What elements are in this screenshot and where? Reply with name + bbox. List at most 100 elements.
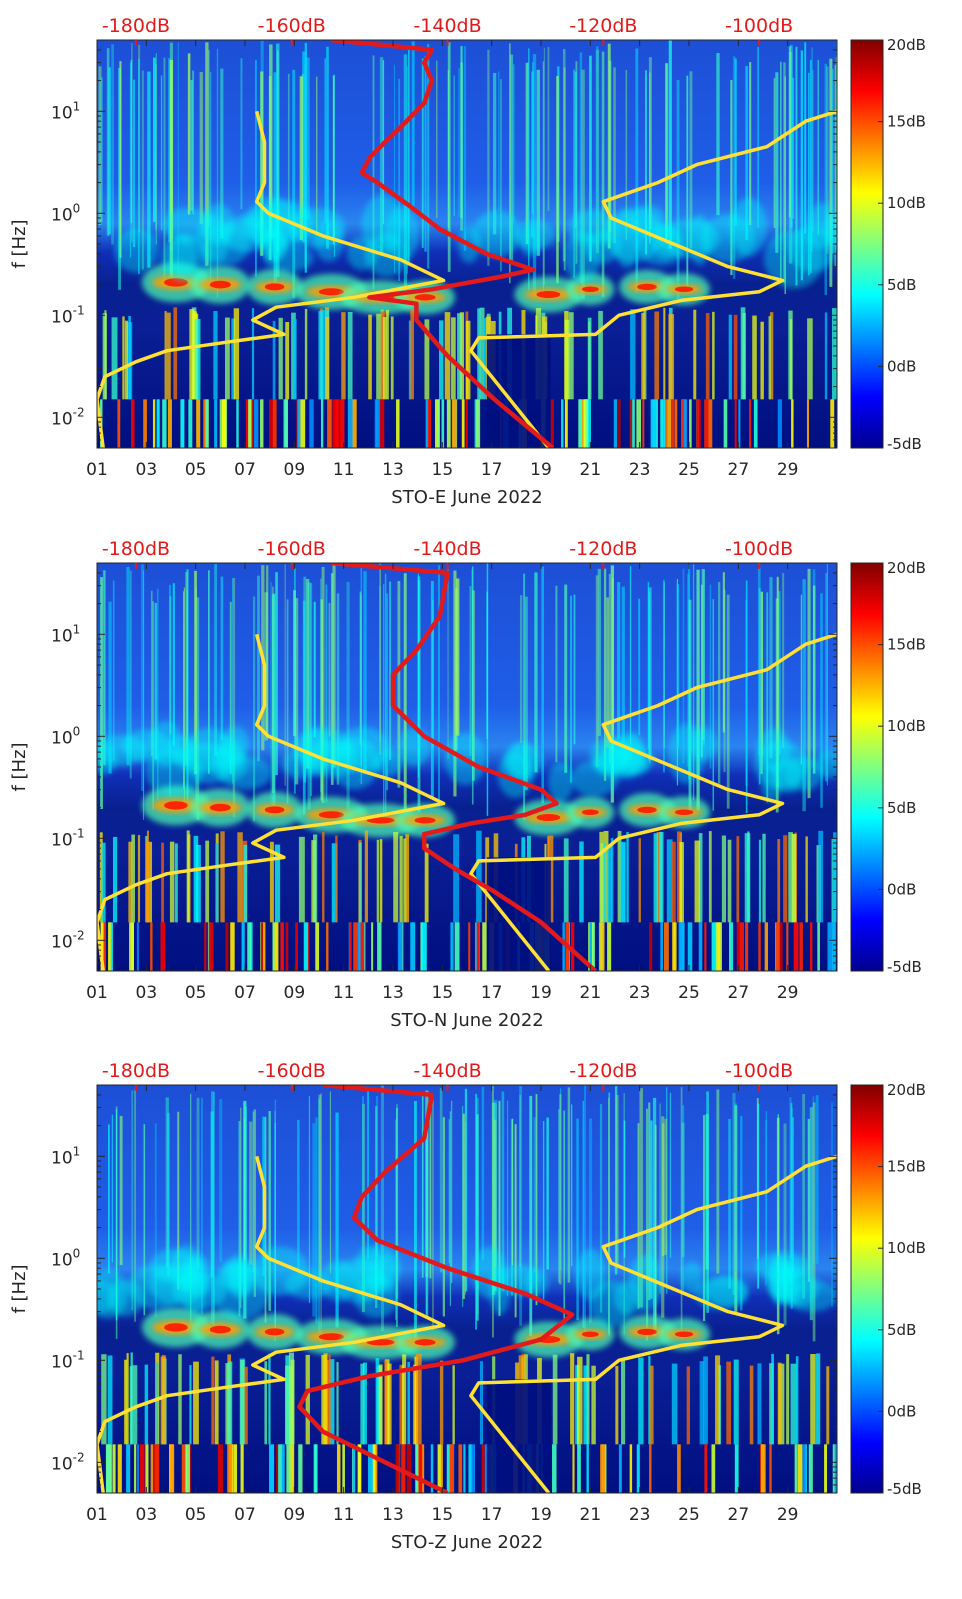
lowfreq-bar xyxy=(160,1356,167,1445)
lowfreq-bar xyxy=(762,833,766,923)
noise-streak xyxy=(625,69,628,240)
noise-streak xyxy=(728,1118,731,1289)
microseism-peak xyxy=(536,290,561,298)
noise-streak xyxy=(514,1124,517,1318)
y-tick-base: 10 xyxy=(51,1250,73,1270)
noise-streak xyxy=(712,599,715,811)
noise-streak xyxy=(169,596,172,735)
noise-streak xyxy=(564,584,568,773)
lowfreq-bar xyxy=(424,843,429,923)
y-axis-label: f [Hz] xyxy=(9,742,30,791)
x-tick-label: 23 xyxy=(629,983,651,1003)
noise-model-curve xyxy=(97,633,446,971)
noise-streak xyxy=(559,1088,562,1270)
verylowfreq-bar xyxy=(736,922,741,971)
lowfreq-bar xyxy=(638,838,641,923)
noise-streak xyxy=(595,575,599,768)
noise-patch xyxy=(681,1261,703,1295)
noise-streak xyxy=(790,1107,793,1309)
noise-streak xyxy=(588,1118,593,1323)
lowfreq-bar xyxy=(101,1354,107,1445)
verylowfreq-bar xyxy=(830,399,835,448)
noise-streak xyxy=(807,568,811,799)
verylowfreq-bar xyxy=(155,1444,160,1493)
verylowfreq-bar xyxy=(327,399,332,448)
noise-streak xyxy=(208,50,210,227)
verylowfreq-bar xyxy=(410,922,416,971)
noise-streak xyxy=(487,49,490,266)
noise-streak xyxy=(758,588,761,785)
noise-streak xyxy=(168,584,172,798)
spectrogram-image xyxy=(97,40,837,448)
verylowfreq-bar xyxy=(817,922,820,971)
verylowfreq-bar xyxy=(347,399,353,448)
verylowfreq-bar xyxy=(667,399,672,448)
noise-streak xyxy=(346,581,350,810)
y-tick-exponent: -1 xyxy=(73,826,85,840)
noise-streak xyxy=(379,57,384,256)
noise-streak xyxy=(689,71,693,249)
verylowfreq-bar xyxy=(280,922,284,971)
noise-streak xyxy=(463,46,467,251)
noise-streak xyxy=(326,46,329,249)
verylowfreq-bar xyxy=(734,1444,739,1493)
x-tick-label: 07 xyxy=(234,460,256,480)
noise-streak xyxy=(157,588,159,801)
microseism-peak xyxy=(414,1339,436,1346)
verylowfreq-bar xyxy=(827,922,832,971)
noise-streak xyxy=(757,1103,760,1289)
verylowfreq-bar xyxy=(704,399,709,448)
lowfreq-bar xyxy=(329,1359,335,1445)
noise-streak xyxy=(607,43,611,249)
verylowfreq-bar xyxy=(552,1444,557,1493)
x-tick-label: 09 xyxy=(284,983,306,1003)
noise-streak xyxy=(621,586,625,743)
microseism-peak xyxy=(674,1331,694,1338)
lowfreq-bar xyxy=(240,1359,245,1445)
lowfreq-bar xyxy=(285,1365,291,1445)
lowfreq-bar xyxy=(225,1363,230,1445)
noise-streak xyxy=(363,571,367,775)
noise-streak xyxy=(716,53,720,216)
x-tick-label: 21 xyxy=(580,983,602,1003)
lowfreq-bar xyxy=(360,1363,365,1445)
noise-streak xyxy=(208,570,210,774)
noise-streak xyxy=(389,581,392,760)
y-tick-exponent: 1 xyxy=(73,1144,81,1158)
y-tick-label: 100 xyxy=(51,724,80,748)
x-tick-label: 23 xyxy=(629,1505,651,1525)
lowfreq-bar xyxy=(410,308,415,400)
noise-streak xyxy=(589,55,592,262)
noise-streak xyxy=(812,69,814,232)
noise-streak xyxy=(315,76,318,236)
noise-patch xyxy=(770,1264,800,1303)
noise-streak xyxy=(812,1102,816,1342)
noise-streak xyxy=(190,79,193,211)
verylowfreq-bar xyxy=(809,922,813,971)
noise-streak xyxy=(196,597,200,820)
lowfreq-bar xyxy=(832,308,837,400)
lowfreq-bar xyxy=(733,314,738,400)
verylowfreq-bar xyxy=(313,1444,317,1493)
noise-patch xyxy=(163,207,213,243)
noise-streak xyxy=(447,565,449,759)
noise-streak xyxy=(599,1103,603,1313)
noise-streak xyxy=(648,57,652,230)
y-tick-base: 10 xyxy=(51,932,73,952)
verylowfreq-bar xyxy=(715,922,719,971)
noise-streak xyxy=(773,78,776,229)
noise-streak xyxy=(257,575,260,762)
x-tick-label: 17 xyxy=(481,1505,503,1525)
verylowfreq-bar xyxy=(181,1444,186,1493)
verylowfreq-bar xyxy=(600,1444,605,1493)
noise-streak xyxy=(532,54,537,295)
noise-streak xyxy=(119,1115,123,1266)
lowfreq-bar xyxy=(376,839,380,923)
top-db-tick-label: -140dB xyxy=(413,1060,481,1082)
lowfreq-bar xyxy=(102,313,107,400)
verylowfreq-bar xyxy=(564,399,568,448)
verylowfreq-bar xyxy=(806,399,809,448)
verylowfreq-bar xyxy=(481,1444,485,1493)
noise-streak xyxy=(637,1123,640,1309)
noise-streak xyxy=(268,76,272,261)
